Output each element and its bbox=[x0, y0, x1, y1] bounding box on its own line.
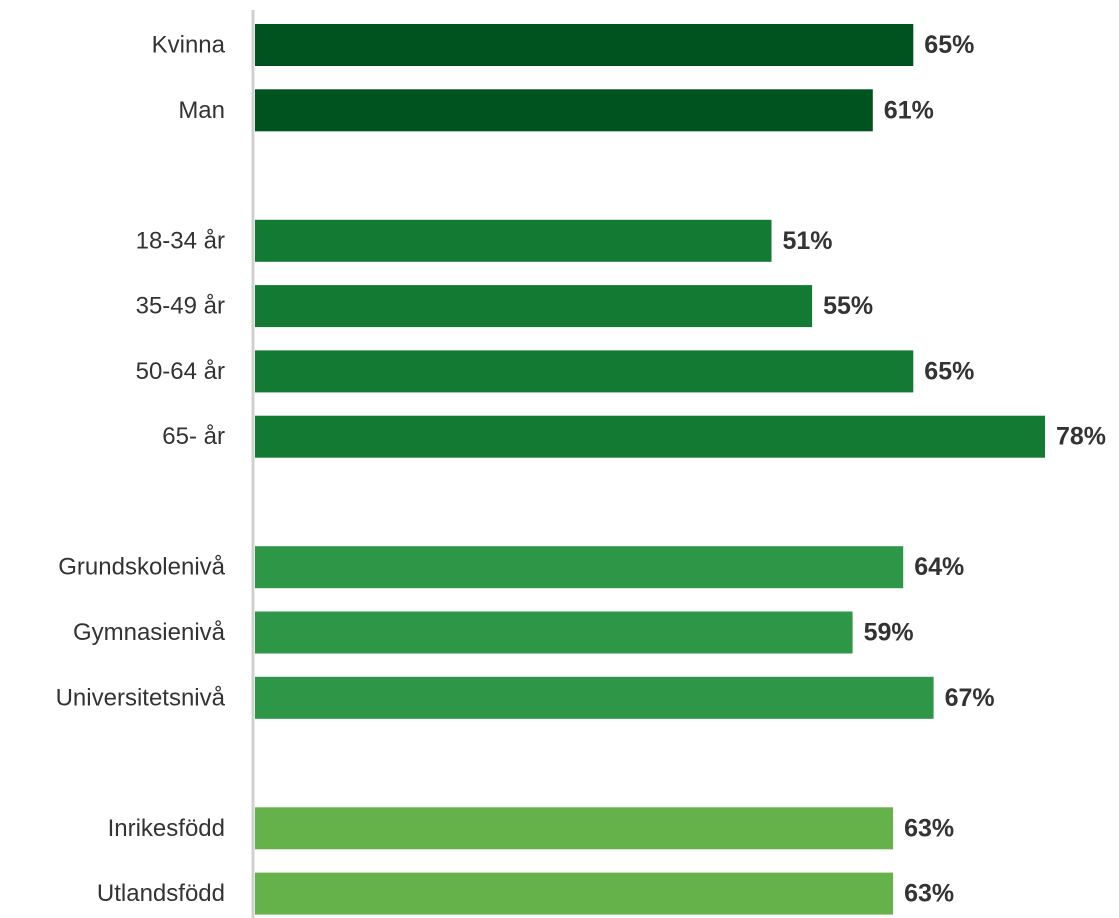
category-label: Man bbox=[178, 97, 225, 124]
category-label: 50-64 år bbox=[136, 358, 225, 385]
category-label: Utlandsfödd bbox=[97, 880, 225, 907]
category-label: Grundskolenivå bbox=[58, 554, 225, 581]
category-label: Gymnasienivå bbox=[73, 619, 226, 646]
value-label: 64% bbox=[914, 553, 964, 581]
value-label: 65% bbox=[924, 357, 974, 385]
value-label: 65% bbox=[924, 31, 974, 59]
category-label: 35-49 år bbox=[136, 293, 225, 320]
bar-2-2 bbox=[255, 676, 934, 719]
category-label: Kvinna bbox=[152, 32, 226, 59]
bar-3-1 bbox=[255, 872, 894, 915]
bar-0-0 bbox=[255, 24, 914, 66]
bar-2-1 bbox=[255, 611, 853, 654]
value-label: 55% bbox=[823, 292, 873, 320]
bar-1-1 bbox=[255, 285, 813, 328]
value-label: 61% bbox=[884, 96, 934, 124]
bar-1-3 bbox=[255, 415, 1045, 458]
bar-0-1 bbox=[255, 89, 873, 132]
bar-1-2 bbox=[255, 350, 914, 393]
category-label: 18-34 år bbox=[136, 227, 225, 254]
value-label: 63% bbox=[904, 814, 954, 842]
category-label: 65- år bbox=[162, 423, 225, 450]
value-label: 51% bbox=[783, 227, 833, 255]
bar-3-0 bbox=[255, 807, 894, 850]
value-label: 78% bbox=[1056, 423, 1106, 451]
bar-2-0 bbox=[255, 546, 904, 589]
value-label: 59% bbox=[864, 619, 914, 647]
bar-1-0 bbox=[255, 219, 772, 262]
category-label: Universitetsnivå bbox=[56, 684, 226, 711]
value-label: 67% bbox=[945, 684, 995, 712]
bars-layer: Kvinna 65% Man 61% 18-34 år 51% 35-49 år 55% 50-… bbox=[56, 24, 1106, 915]
category-label: Inrikesfödd bbox=[108, 815, 225, 842]
value-label: 63% bbox=[904, 880, 954, 908]
